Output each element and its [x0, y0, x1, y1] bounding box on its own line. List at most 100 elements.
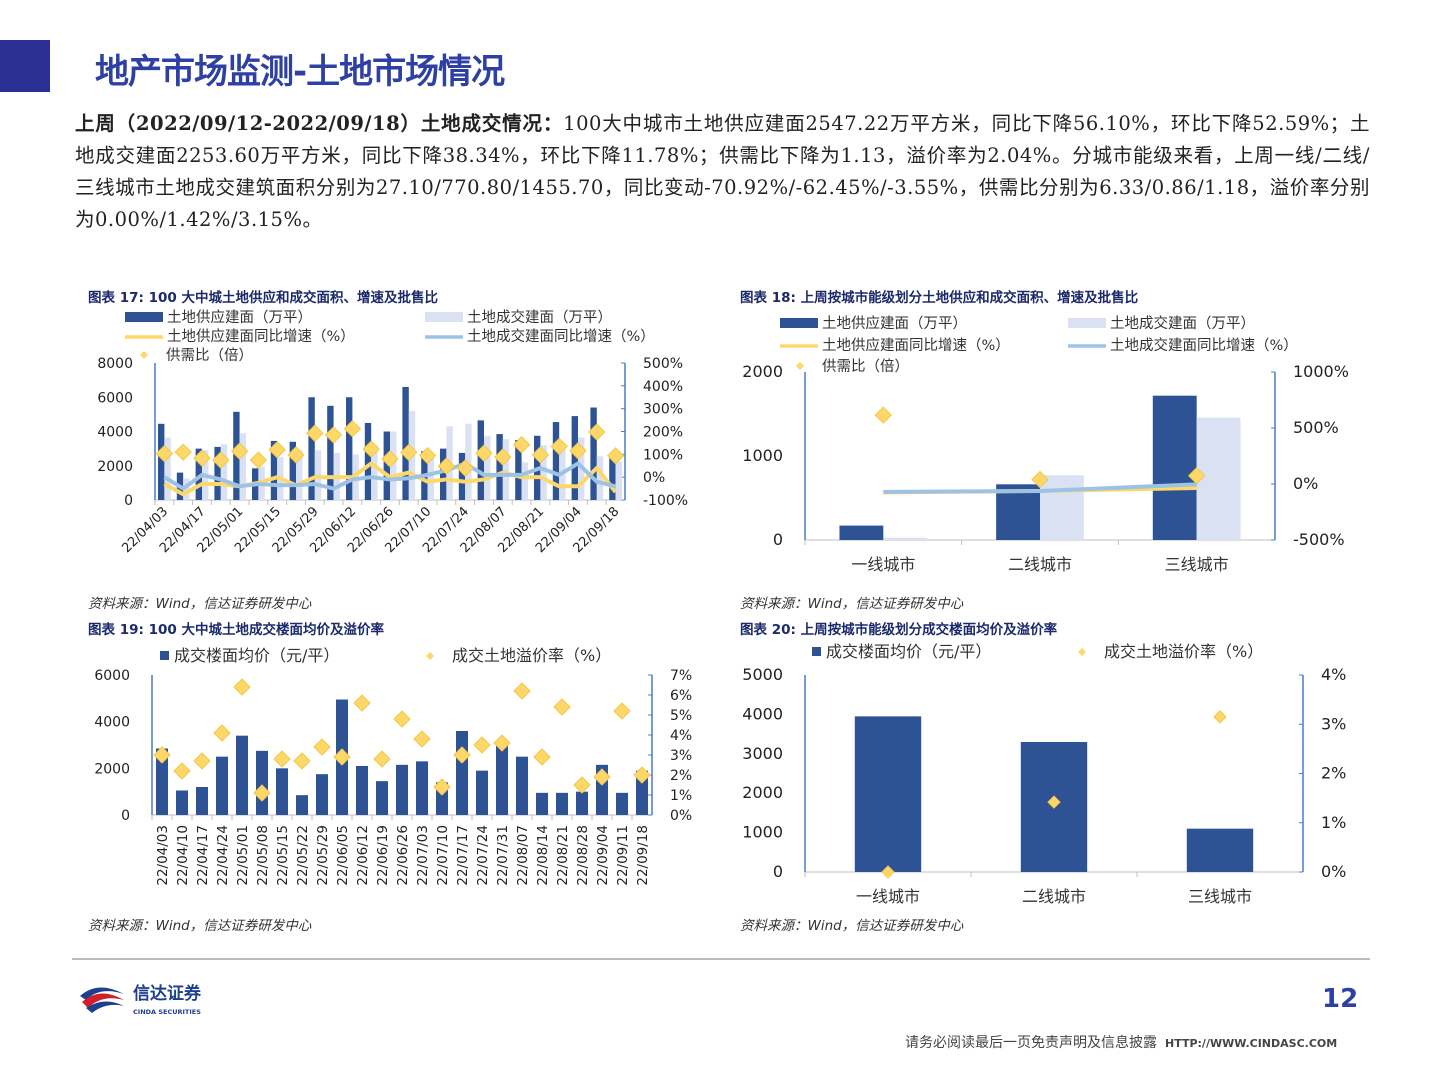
x-tick-label: 22/05/01 — [235, 825, 251, 886]
x-tick-label: 22/08/28 — [575, 825, 591, 886]
bar-primary — [590, 407, 597, 500]
bar-secondary — [1040, 475, 1084, 540]
bar-primary — [196, 787, 208, 815]
diamond-marker — [433, 778, 451, 796]
diamond-marker — [381, 450, 399, 468]
legend-swatch — [796, 362, 804, 370]
source-chart-19: 资料来源：Wind，信达证券研发中心 — [88, 918, 312, 934]
diamond-marker — [588, 423, 606, 441]
bar-primary — [356, 766, 368, 815]
caption-chart-17: 图表 17: 100 大中城土地供应和成交面积、增速及批售比 — [88, 290, 438, 306]
left-tick-label: 2000 — [742, 362, 783, 381]
bar-primary — [270, 440, 278, 500]
right-tick-label: 0% — [1321, 862, 1346, 881]
bar-secondary — [502, 439, 510, 500]
right-tick-label: 3% — [1321, 714, 1346, 733]
bar-primary — [476, 770, 488, 815]
bar-primary — [556, 792, 568, 815]
x-tick-label: 22/09/11 — [615, 825, 631, 886]
bar-primary — [839, 525, 884, 540]
footer-divider — [72, 958, 1370, 960]
diamond-marker — [1031, 470, 1049, 489]
diamond-marker — [233, 678, 251, 696]
bar-secondary — [427, 457, 434, 500]
x-tick-label: 二线城市 — [1022, 887, 1086, 906]
bar-primary — [176, 790, 188, 815]
x-tick-label: 22/09/04 — [595, 825, 611, 886]
diamond-marker — [533, 748, 551, 766]
diamond-marker — [413, 730, 431, 748]
diamond-marker — [306, 424, 324, 442]
right-tick-label: 7% — [670, 668, 692, 684]
bar-primary — [456, 731, 468, 815]
bar-primary — [996, 484, 1040, 540]
left-tick-label: 6000 — [97, 390, 133, 406]
left-tick-label: 4000 — [97, 425, 133, 441]
logo-subtext: CINDA SECURITIES — [133, 1008, 201, 1016]
diamond-marker — [193, 752, 211, 770]
x-tick-label: 二线城市 — [1008, 555, 1072, 574]
diamond-marker — [362, 440, 380, 458]
legend-label: 供需比（倍） — [822, 358, 909, 375]
left-tick-label: 1000 — [742, 823, 783, 842]
x-tick-label: 22/09/18 — [635, 825, 651, 886]
diamond-marker — [253, 784, 271, 802]
x-tick-label: 22/08/14 — [535, 825, 551, 886]
diamond-marker — [212, 451, 230, 469]
source-chart-17: 资料来源：Wind，信达证券研发中心 — [88, 596, 312, 612]
diamond-marker — [353, 694, 371, 712]
bar-primary — [571, 416, 578, 500]
right-tick-label: 1% — [670, 788, 692, 804]
bar-secondary — [220, 444, 228, 500]
website-link[interactable]: HTTP://WWW.CINDASC.COM — [1165, 1037, 1338, 1050]
bar-primary — [156, 748, 168, 815]
left-tick-label: 0 — [773, 530, 783, 549]
diamond-marker — [293, 752, 311, 770]
bar-primary — [636, 770, 648, 815]
bar-primary — [1152, 395, 1197, 540]
bar-primary — [327, 405, 334, 500]
bar-primary — [496, 741, 508, 815]
legend-label: 土地供应建面（万平） — [167, 308, 312, 326]
diamond-marker — [569, 442, 587, 460]
bar-primary — [496, 434, 503, 500]
right-tick-label: 1% — [1321, 813, 1346, 832]
left-tick-label: 4000 — [742, 704, 783, 723]
diamond-marker — [249, 451, 268, 469]
right-tick-label: 4% — [1321, 665, 1346, 684]
bar-primary — [402, 386, 409, 500]
right-tick-label: -500% — [1293, 530, 1345, 549]
legend-label: 土地供应建面（万平） — [822, 314, 967, 332]
x-tick-label: 22/06/12 — [355, 825, 371, 886]
left-tick-label: 5000 — [742, 665, 783, 684]
bar-primary — [854, 716, 922, 872]
diamond-marker — [287, 446, 305, 464]
right-tick-label: 1000% — [1293, 362, 1349, 381]
source-chart-20: 资料来源：Wind，信达证券研发中心 — [740, 918, 964, 934]
bar-primary — [576, 791, 588, 815]
x-tick-label: 22/07/03 — [415, 825, 431, 886]
left-tick-label: 1000 — [742, 446, 783, 465]
bar-primary — [440, 448, 447, 500]
left-tick-label: 2000 — [742, 783, 783, 802]
diamond-marker — [268, 441, 286, 459]
right-tick-label: 3% — [670, 748, 692, 764]
diamond-marker — [193, 449, 211, 467]
diamond-marker — [1047, 795, 1061, 809]
line-series-deal-yoy — [883, 482, 1197, 494]
bar-primary — [214, 446, 221, 500]
left-tick-label: 0 — [124, 493, 133, 509]
diamond-marker — [550, 437, 568, 456]
diamond-marker — [437, 457, 456, 475]
bar-primary — [195, 448, 202, 500]
left-tick-label: 8000 — [97, 356, 133, 372]
diamond-marker — [313, 738, 331, 756]
bar-primary — [616, 792, 628, 815]
left-tick-label: 0 — [773, 862, 783, 881]
right-tick-label: 2% — [670, 768, 692, 784]
bar-primary — [308, 397, 315, 500]
x-tick-label: 22/06/05 — [335, 825, 351, 886]
diamond-marker — [512, 436, 531, 454]
x-tick-label: 22/05/29 — [315, 825, 331, 886]
